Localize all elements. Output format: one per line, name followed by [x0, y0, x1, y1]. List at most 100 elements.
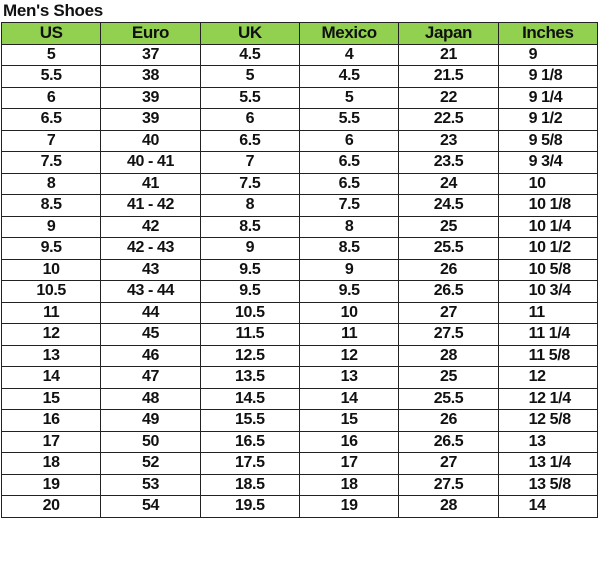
cell-mexico: 13	[298, 366, 400, 389]
cell-us: 9.5	[0, 237, 102, 260]
cell-inches: 9 1/4	[497, 86, 599, 109]
cell-inches: 12	[497, 366, 599, 389]
cell-us: 14	[0, 366, 102, 389]
cell-mexico: 16	[298, 430, 400, 453]
cell-us: 18	[0, 452, 102, 475]
cell-euro: 49	[100, 409, 201, 432]
cell-mexico: 4	[298, 43, 400, 66]
cell-mexico: 6.5	[298, 172, 400, 195]
cell-japan: 27	[398, 452, 499, 475]
cell-mexico: 14	[298, 387, 400, 410]
cell-mexico: 6	[298, 129, 400, 152]
cell-euro: 45	[100, 323, 201, 346]
cell-euro: 44	[100, 301, 201, 324]
cell-us: 7.5	[0, 151, 102, 174]
cell-us: 8.5	[0, 194, 102, 217]
cell-euro: 39	[100, 108, 201, 131]
cell-uk: 7	[199, 151, 300, 174]
cell-inches: 13 1/4	[497, 452, 599, 475]
table-row: 20 54 19.5 19 28 14	[0, 495, 599, 518]
cell-japan: 25	[398, 366, 499, 389]
cell-euro: 42 - 43	[100, 237, 201, 260]
cell-euro: 54	[100, 495, 201, 518]
column-header-us: US	[0, 22, 102, 45]
table-row: 15 48 14.5 14 25.5 12 1/4	[0, 387, 599, 410]
cell-us: 17	[0, 430, 102, 453]
cell-euro: 46	[100, 344, 201, 367]
table-row: 6 39 5.5 5 22 9 1/4	[0, 86, 599, 109]
cell-euro: 50	[100, 430, 201, 453]
page-title: Men's Shoes	[3, 1, 103, 20]
cell-euro: 47	[100, 366, 201, 389]
cell-uk: 7.5	[199, 172, 300, 195]
cell-mexico: 9	[298, 258, 400, 281]
cell-uk: 5	[199, 65, 300, 88]
cell-japan: 24.5	[398, 194, 499, 217]
cell-japan: 23	[398, 129, 499, 152]
cell-japan: 23.5	[398, 151, 499, 174]
cell-euro: 40	[100, 129, 201, 152]
cell-uk: 8.5	[199, 215, 300, 238]
table-row: 14 47 13.5 13 25 12	[0, 366, 599, 389]
column-header-japan: Japan	[398, 22, 499, 45]
table-row: 16 49 15.5 15 26 12 5/8	[0, 409, 599, 432]
cell-japan: 21.5	[398, 65, 499, 88]
cell-us: 12	[0, 323, 102, 346]
cell-euro: 53	[100, 473, 201, 496]
cell-mexico: 5	[298, 86, 400, 109]
table-row: 8.5 41 - 42 8 7.5 24.5 10 1/8	[0, 194, 599, 217]
cell-mexico: 8.5	[298, 237, 400, 260]
cell-us: 6	[0, 86, 102, 109]
cell-japan: 28	[398, 495, 499, 518]
cell-uk: 5.5	[199, 86, 300, 109]
cell-euro: 43	[100, 258, 201, 281]
cell-inches: 12 1/4	[497, 387, 599, 410]
cell-us: 5.5	[0, 65, 102, 88]
column-header-inches: Inches	[497, 22, 599, 45]
cell-mexico: 6.5	[298, 151, 400, 174]
cell-inches: 9 1/2	[497, 108, 599, 131]
cell-mexico: 4.5	[298, 65, 400, 88]
cell-uk: 15.5	[199, 409, 300, 432]
cell-euro: 37	[100, 43, 201, 66]
cell-inches: 10 1/8	[497, 194, 599, 217]
column-header-euro: Euro	[100, 22, 201, 45]
cell-us: 16	[0, 409, 102, 432]
cell-inches: 11 5/8	[497, 344, 599, 367]
cell-us: 8	[0, 172, 102, 195]
column-header-mexico: Mexico	[298, 22, 400, 45]
table-row: 18 52 17.5 17 27 13 1/4	[0, 452, 599, 475]
cell-us: 6.5	[0, 108, 102, 131]
cell-japan: 25.5	[398, 237, 499, 260]
cell-inches: 11 1/4	[497, 323, 599, 346]
table-row: 7 40 6.5 6 23 9 5/8	[0, 129, 599, 152]
cell-mexico: 10	[298, 301, 400, 324]
cell-japan: 25.5	[398, 387, 499, 410]
header-row: US Euro UK Mexico Japan Inches	[0, 22, 599, 45]
cell-mexico: 12	[298, 344, 400, 367]
table-row: 10 43 9.5 9 26 10 5/8	[0, 258, 599, 281]
cell-uk: 10.5	[199, 301, 300, 324]
cell-euro: 38	[100, 65, 201, 88]
cell-us: 7	[0, 129, 102, 152]
cell-inches: 14	[497, 495, 599, 518]
cell-mexico: 5.5	[298, 108, 400, 131]
cell-japan: 26.5	[398, 430, 499, 453]
cell-japan: 21	[398, 43, 499, 66]
cell-inches: 10 1/2	[497, 237, 599, 260]
cell-uk: 13.5	[199, 366, 300, 389]
cell-uk: 12.5	[199, 344, 300, 367]
cell-inches: 10 1/4	[497, 215, 599, 238]
cell-mexico: 7.5	[298, 194, 400, 217]
cell-euro: 43 - 44	[100, 280, 201, 303]
cell-uk: 16.5	[199, 430, 300, 453]
cell-mexico: 8	[298, 215, 400, 238]
cell-inches: 9 1/8	[497, 65, 599, 88]
cell-us: 15	[0, 387, 102, 410]
cell-uk: 9.5	[199, 258, 300, 281]
cell-euro: 52	[100, 452, 201, 475]
cell-euro: 39	[100, 86, 201, 109]
cell-euro: 42	[100, 215, 201, 238]
cell-japan: 27	[398, 301, 499, 324]
cell-japan: 24	[398, 172, 499, 195]
